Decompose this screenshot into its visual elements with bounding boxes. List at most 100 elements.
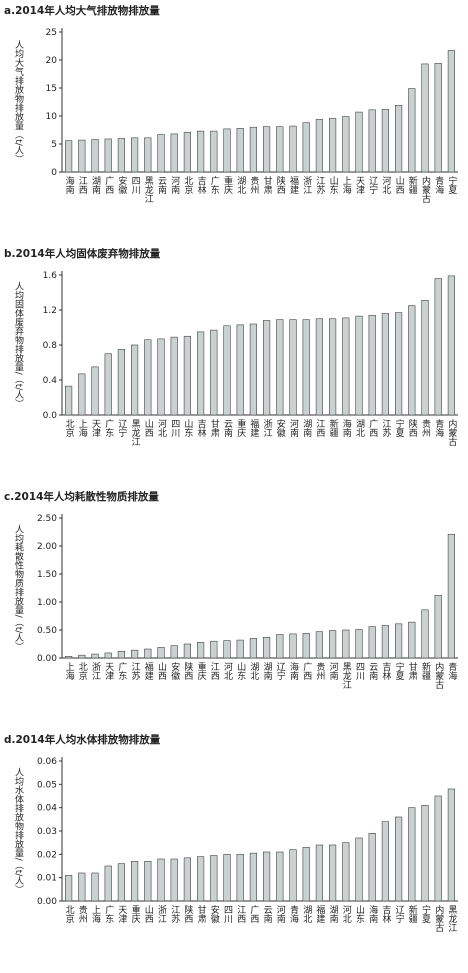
y-axis-label: 人均水体排放物排放量/（t/人） bbox=[13, 768, 24, 895]
x-tick-label: 江苏 bbox=[130, 662, 141, 681]
bar bbox=[368, 626, 376, 659]
x-tick-label: 辽宁 bbox=[367, 176, 378, 194]
bar bbox=[144, 861, 152, 902]
y-tick-label: 0.8 bbox=[43, 341, 58, 351]
bar bbox=[183, 131, 192, 173]
x-tick-label: 河南 bbox=[328, 661, 339, 680]
bar bbox=[91, 366, 99, 416]
bar bbox=[91, 872, 99, 902]
bar bbox=[249, 323, 258, 416]
x-tick-label: 吉林 bbox=[196, 419, 207, 438]
y-tick-label: 0.02 bbox=[37, 850, 57, 860]
bar bbox=[394, 105, 403, 173]
bar bbox=[434, 594, 442, 659]
x-tick-label: 江苏 bbox=[169, 905, 180, 924]
y-tick-label: 0 bbox=[51, 168, 57, 178]
x-tick-label: 宁夏 bbox=[420, 904, 431, 923]
x-tick-label: 河北 bbox=[156, 418, 167, 438]
x-tick-label: 贵州 bbox=[77, 904, 88, 923]
bar bbox=[104, 865, 112, 902]
x-tick-label: 吉林 bbox=[196, 176, 207, 195]
x-tick-label: 安徽 bbox=[116, 175, 127, 195]
bar bbox=[236, 324, 244, 416]
bar bbox=[144, 137, 152, 173]
x-tick-label: 河北 bbox=[380, 175, 391, 195]
bar bbox=[302, 847, 310, 902]
x-tick-label: 江西 bbox=[314, 419, 325, 438]
x-tick-label: 重庆 bbox=[235, 418, 246, 438]
x-tick-label: 宁夏 bbox=[394, 418, 405, 437]
bar bbox=[223, 325, 231, 416]
bar bbox=[421, 609, 429, 659]
x-tick-label: 上海 bbox=[64, 662, 75, 681]
y-axis-label: 人均大气排放物排放量（t/人） bbox=[13, 40, 24, 164]
x-tick-label: 山西 bbox=[143, 419, 154, 438]
x-tick-label: 湖南 bbox=[262, 662, 273, 680]
bar bbox=[408, 807, 416, 902]
x-tick-label: 宁夏 bbox=[394, 661, 405, 680]
x-tick-label: 山东 bbox=[354, 905, 365, 923]
y-axis-label: 人均固体废弃物排放量/（t/人） bbox=[13, 282, 24, 409]
x-tick-label: 甘肃 bbox=[407, 661, 418, 681]
bar bbox=[157, 647, 165, 659]
bar bbox=[408, 305, 416, 416]
x-tick-label: 江苏 bbox=[314, 176, 325, 195]
x-tick-label: 河北 bbox=[222, 661, 233, 681]
x-tick-label: 云南 bbox=[367, 662, 378, 680]
bar bbox=[78, 139, 86, 173]
x-tick-label: 吉林 bbox=[380, 662, 391, 681]
bar bbox=[197, 331, 205, 416]
x-tick-label: 宁夏 bbox=[446, 175, 457, 194]
x-tick-label: 江西 bbox=[77, 176, 88, 195]
x-tick-label: 山东 bbox=[328, 176, 339, 194]
x-tick-label: 湖南 bbox=[301, 419, 312, 437]
bar bbox=[131, 137, 139, 173]
x-tick-label: 四川 bbox=[169, 419, 180, 437]
x-tick-label: 山西 bbox=[394, 176, 405, 195]
bar bbox=[328, 318, 337, 416]
x-tick-label: 新疆 bbox=[420, 661, 431, 681]
x-tick-label: 天津 bbox=[116, 905, 127, 924]
bar bbox=[355, 629, 363, 659]
bar bbox=[210, 329, 218, 416]
bar bbox=[78, 654, 86, 659]
bar bbox=[302, 319, 310, 416]
bar bbox=[394, 312, 403, 416]
chart-title: a.2014年人均大气排放物排放量 bbox=[4, 4, 160, 17]
bar bbox=[447, 50, 456, 173]
x-tick-label: 广东 bbox=[209, 175, 220, 194]
bar bbox=[157, 134, 165, 173]
x-tick-label: 黑龙江 bbox=[446, 905, 457, 933]
x-tick-label: 辽宁 bbox=[116, 419, 127, 437]
bar bbox=[236, 854, 244, 902]
bar bbox=[368, 833, 376, 902]
bar bbox=[368, 109, 376, 173]
bar bbox=[447, 788, 456, 902]
x-tick-label: 吉林 bbox=[380, 905, 391, 924]
bar bbox=[197, 130, 205, 173]
bar bbox=[315, 119, 324, 173]
y-tick-label: 0.50 bbox=[37, 626, 57, 636]
bar bbox=[117, 650, 125, 659]
bar bbox=[91, 139, 99, 173]
chart-title: b.2014年人均固体废弃物排放量 bbox=[4, 247, 161, 260]
x-tick-label: 上海 bbox=[341, 176, 352, 195]
x-tick-label: 云南 bbox=[262, 905, 273, 923]
bar bbox=[131, 649, 139, 659]
x-tick-label: 甘肃 bbox=[209, 418, 220, 438]
bar bbox=[302, 122, 310, 173]
x-tick-label: 河南 bbox=[169, 175, 180, 194]
x-tick-label: 江苏 bbox=[380, 419, 391, 438]
bar bbox=[262, 320, 271, 416]
bar bbox=[131, 861, 139, 902]
x-tick-label: 湖南 bbox=[90, 176, 101, 194]
x-tick-label: 天津 bbox=[103, 662, 114, 681]
x-tick-label: 黑龙江 bbox=[341, 662, 352, 690]
y-tick-label: 10 bbox=[46, 112, 58, 122]
bar bbox=[104, 138, 112, 173]
bar bbox=[262, 636, 271, 659]
x-tick-label: 河北 bbox=[341, 904, 352, 924]
bar bbox=[197, 642, 205, 659]
chart-title: c.2014年人均耗散性物质排放量 bbox=[4, 490, 159, 503]
bar bbox=[104, 353, 112, 416]
